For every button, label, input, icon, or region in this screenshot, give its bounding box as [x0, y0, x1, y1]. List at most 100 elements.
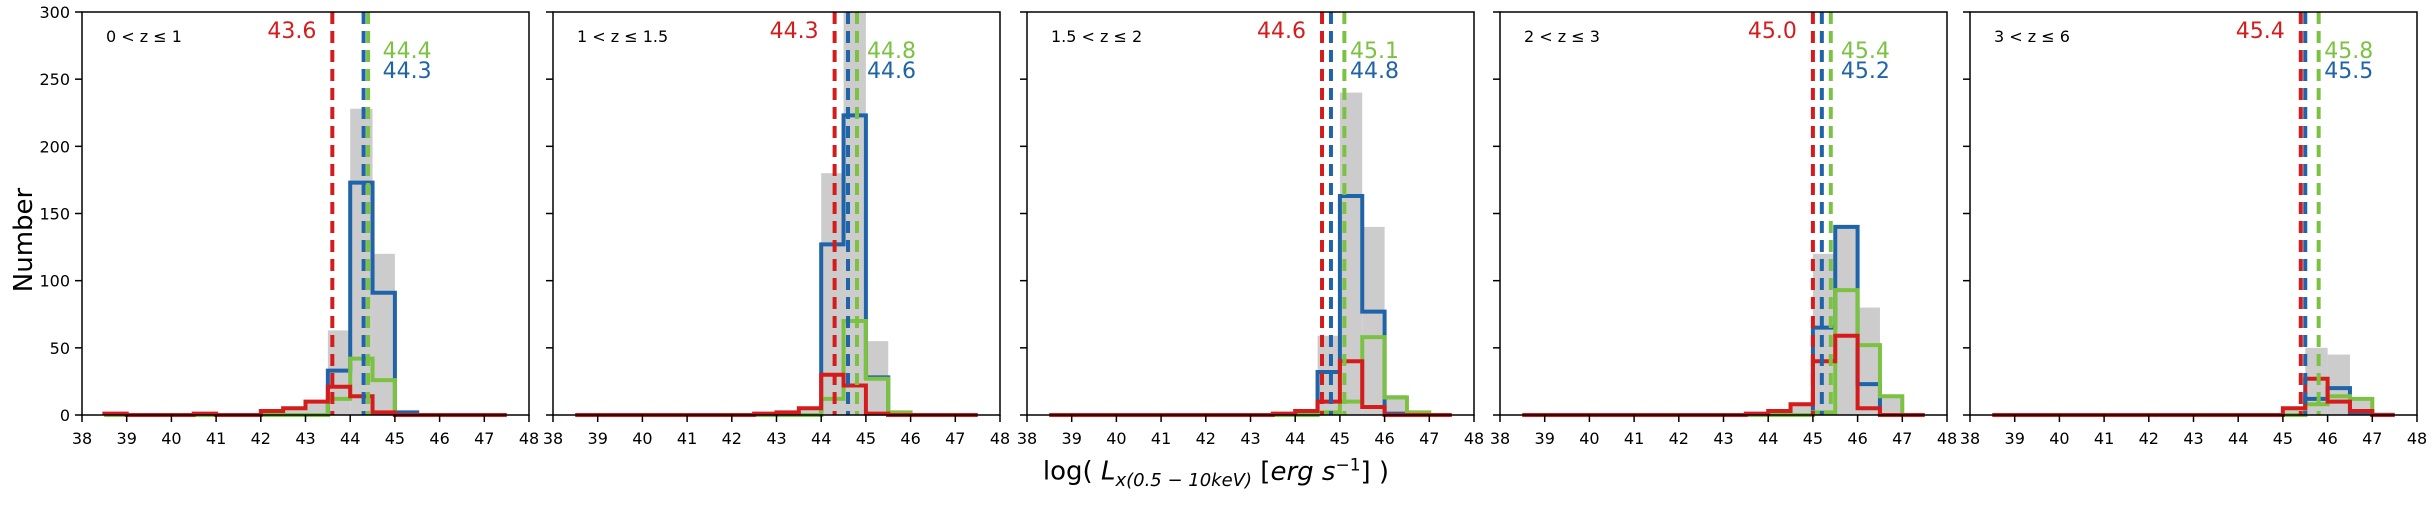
x-tick-label: 42 [1196, 429, 1216, 448]
panel-title: 2 < z ≤ 3 [1524, 27, 1600, 46]
bar-all [1790, 404, 1813, 415]
x-tick-label: 40 [2049, 429, 2069, 448]
x-tick-label: 41 [206, 429, 226, 448]
bar-all [305, 401, 328, 415]
x-tick-label: 38 [543, 429, 563, 448]
x-tick-label: 43 [2183, 429, 2203, 448]
panel-title: 1 < z ≤ 1.5 [577, 27, 668, 46]
x-tick-label: 43 [295, 429, 315, 448]
bar-all [798, 408, 822, 415]
axes-frame [81, 11, 530, 416]
x-tick-label: 44 [340, 429, 360, 448]
x-tick-label: 47 [474, 429, 494, 448]
step-histogram-blue [1049, 194, 1452, 417]
histogram-panel-2: 44.3 44.844.6 1 < z ≤ 1.5 38 39 40 41 42 43 44 45 4… [543, 11, 1010, 448]
axes-frame [1026, 11, 1475, 416]
x-tick-label: 39 [588, 429, 608, 448]
median-label-blue: 44.6 [867, 59, 916, 84]
x-tick-label: 43 [1240, 429, 1260, 448]
median-label-blue: 45.5 [2324, 59, 2373, 84]
x-tick-label: 44 [2228, 429, 2248, 448]
x-tick-label: 45 [1330, 429, 1350, 448]
x-tick-label: 48 [990, 429, 1010, 448]
histogram-panel-5: 45.4 45.845.5 3 < z ≤ 6 38 39 40 41 42 43 44 45 46 4… [1960, 11, 2427, 448]
median-label-red: 45.4 [2236, 19, 2285, 44]
bar-all [1384, 394, 1407, 415]
x-tick-label: 38 [1960, 429, 1980, 448]
x-tick-label: 38 [1490, 429, 1510, 448]
x-tick-label: 45 [856, 429, 876, 448]
panel-title: 3 < z ≤ 6 [1994, 27, 2070, 46]
x-tick-label: 46 [900, 429, 920, 448]
bar-all [372, 253, 395, 415]
y-tick-label: 50 [50, 339, 70, 358]
x-axis-label-subscript: x(0.5 − 10keV) [1115, 469, 1253, 491]
median-label-green: 44.8 [867, 39, 916, 64]
x-tick-label: 48 [519, 429, 539, 448]
bar-all [260, 410, 284, 415]
panel-title: 0 < z ≤ 1 [106, 27, 182, 46]
bar-all [283, 408, 306, 415]
x-tick-label: 48 [2407, 429, 2427, 448]
histogram-panel-3: 44.6 45.144.8 1.5 < z ≤ 2 38 39 40 41 42 43 44 45 4… [1017, 11, 1484, 448]
median-label-red: 43.6 [267, 19, 316, 44]
x-tick-label: 40 [1106, 429, 1126, 448]
y-tick-label: 0 [60, 406, 70, 425]
median-label-blue: 44.3 [383, 59, 432, 84]
x-tick-label: 42 [2139, 429, 2159, 448]
histogram-panel-1: 43.6 44.444.3 0 < z ≤ 1 38 39 40 41 42 43 44 45 46 4… [39, 3, 539, 448]
x-tick-label: 39 [2005, 429, 2025, 448]
x-tick-label: 47 [945, 429, 965, 448]
x-tick-label: 44 [1285, 429, 1305, 448]
x-tick-label: 47 [1419, 429, 1439, 448]
x-tick-label: 47 [2362, 429, 2382, 448]
y-axis-label: Number [9, 187, 39, 292]
x-tick-label: 45 [385, 429, 405, 448]
x-tick-label: 40 [632, 429, 652, 448]
step-histogram-red [575, 372, 978, 417]
bar-all [1812, 253, 1836, 415]
bar-all [1879, 394, 1903, 415]
x-tick-label: 42 [722, 429, 742, 448]
y-tick-label: 200 [39, 137, 70, 156]
median-label-green: 45.4 [1841, 39, 1890, 64]
bar-all [1339, 92, 1363, 415]
x-tick-label: 40 [1579, 429, 1599, 448]
x-tick-label: 44 [811, 429, 831, 448]
x-tick-label: 39 [117, 429, 137, 448]
x-tick-label: 41 [2094, 429, 2114, 448]
median-label-green: 45.8 [2324, 39, 2373, 64]
y-axis-label-wrap: Number [4, 160, 44, 320]
y-tick-label: 100 [39, 272, 70, 291]
x-tick-label: 46 [1374, 429, 1394, 448]
x-tick-label: 42 [251, 429, 271, 448]
x-axis-label-log-prefix: log( [1042, 456, 1101, 487]
bar-all [1768, 410, 1791, 415]
step-histogram-green [575, 318, 978, 417]
median-label-blue: 44.8 [1350, 59, 1399, 84]
x-tick-label: 48 [1464, 429, 1484, 448]
x-tick-label: 41 [1624, 429, 1644, 448]
x-tick-label: 45 [2273, 429, 2293, 448]
bar-all [821, 173, 844, 415]
y-tick-label: 300 [39, 3, 70, 22]
step-histogram-blue [575, 113, 978, 417]
histogram-panel-4: 45.0 45.445.2 2 < z ≤ 3 38 39 40 41 42 43 44 45 46 4… [1490, 11, 1957, 448]
median-label-green: 45.1 [1350, 39, 1399, 64]
bar-all [1857, 307, 1880, 415]
x-tick-label: 46 [2317, 429, 2337, 448]
bar-all [1295, 410, 1318, 415]
bar-all [2327, 354, 2350, 415]
x-tick-label: 43 [1713, 429, 1733, 448]
y-tick-label: 250 [39, 70, 70, 89]
x-tick-label: 48 [1937, 429, 1957, 448]
x-tick-label: 41 [677, 429, 697, 448]
x-axis-label-L: L [1100, 456, 1116, 487]
x-tick-label: 41 [1151, 429, 1171, 448]
x-tick-label: 40 [161, 429, 181, 448]
x-tick-label: 45 [1803, 429, 1823, 448]
median-label-red: 44.6 [1257, 19, 1306, 44]
median-label-red: 44.3 [770, 19, 819, 44]
